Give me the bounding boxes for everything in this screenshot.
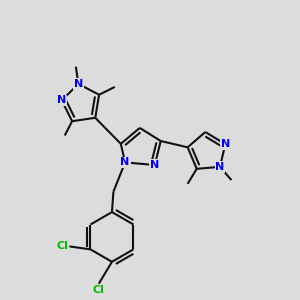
Text: N: N [57, 95, 66, 105]
Text: N: N [215, 162, 225, 172]
Text: Cl: Cl [93, 285, 105, 295]
Text: N: N [121, 158, 130, 167]
Text: N: N [74, 79, 83, 89]
Text: Cl: Cl [56, 242, 68, 251]
Text: N: N [150, 160, 159, 170]
Text: N: N [221, 139, 230, 149]
